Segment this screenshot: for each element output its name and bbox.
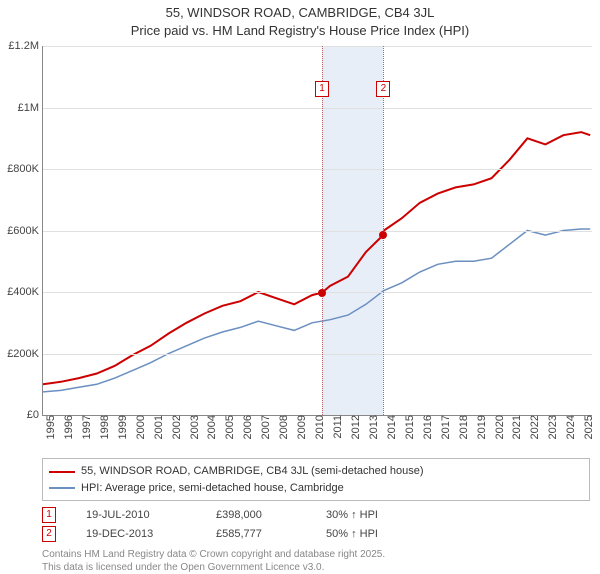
x-axis-label: 2023: [545, 415, 559, 439]
chart-title: 55, WINDSOR ROAD, CAMBRIDGE, CB4 3JL Pri…: [0, 4, 600, 40]
x-axis-label: 2009: [294, 415, 308, 439]
legend-label: 55, WINDSOR ROAD, CAMBRIDGE, CB4 3JL (se…: [81, 463, 424, 480]
sale-row: 1 19-JUL-2010 £398,000 30% ↑ HPI: [42, 507, 590, 523]
x-axis-label: 2012: [348, 415, 362, 439]
gridline-h: [43, 108, 592, 109]
x-axis-label: 2000: [133, 415, 147, 439]
legend-label: HPI: Average price, semi-detached house,…: [81, 480, 344, 497]
legend-swatch: [49, 471, 75, 473]
x-axis-label: 2001: [151, 415, 165, 439]
gridline-h: [43, 231, 592, 232]
sale-date: 19-DEC-2013: [86, 528, 186, 540]
sale-row: 2 19-DEC-2013 £585,777 50% ↑ HPI: [42, 526, 590, 542]
title-line-1: 55, WINDSOR ROAD, CAMBRIDGE, CB4 3JL: [0, 4, 600, 22]
sale-dot-2: [379, 231, 387, 239]
x-axis-label: 2004: [204, 415, 218, 439]
x-axis-label: 2013: [366, 415, 380, 439]
x-axis-label: 2015: [402, 415, 416, 439]
x-axis-label: 2018: [456, 415, 470, 439]
gridline-h: [43, 46, 592, 47]
sale-delta: 30% ↑ HPI: [326, 509, 378, 521]
x-axis-label: 1996: [61, 415, 75, 439]
legend-item: HPI: Average price, semi-detached house,…: [49, 480, 583, 497]
sale-marker-1: 1: [315, 81, 329, 97]
title-line-2: Price paid vs. HM Land Registry's House …: [0, 22, 600, 40]
band-edge: [322, 46, 323, 415]
x-axis-label: 2019: [474, 415, 488, 439]
x-axis-label: 2020: [492, 415, 506, 439]
legend-item: 55, WINDSOR ROAD, CAMBRIDGE, CB4 3JL (se…: [49, 463, 583, 480]
sale-dot-1: [318, 289, 326, 297]
gridline-h: [43, 169, 592, 170]
x-axis-label: 2022: [527, 415, 541, 439]
gridline-h: [43, 354, 592, 355]
x-axis-label: 2021: [509, 415, 523, 439]
sale-marker-2: 2: [376, 81, 390, 97]
y-axis-label: £200K: [7, 348, 43, 360]
y-axis-label: £600K: [7, 225, 43, 237]
sale-delta: 50% ↑ HPI: [326, 528, 378, 540]
sale-row-marker: 1: [42, 507, 56, 523]
series-hpi: [43, 229, 590, 392]
footer-line-2: This data is licensed under the Open Gov…: [42, 561, 590, 574]
sale-row-marker: 2: [42, 526, 56, 542]
x-axis-label: 2011: [330, 415, 344, 439]
x-axis-label: 2016: [420, 415, 434, 439]
sale-price: £398,000: [216, 509, 296, 521]
y-axis-label: £1M: [18, 102, 43, 114]
x-axis-label: 2024: [563, 415, 577, 439]
x-axis-label: 2006: [240, 415, 254, 439]
x-axis-label: 2007: [258, 415, 272, 439]
y-axis-label: £400K: [7, 286, 43, 298]
x-axis-label: 2017: [438, 415, 452, 439]
sale-date: 19-JUL-2010: [86, 509, 186, 521]
footer-line-1: Contains HM Land Registry data © Crown c…: [42, 548, 590, 561]
x-axis-label: 1995: [43, 415, 57, 439]
x-axis-label: 2005: [222, 415, 236, 439]
chart-plot-area: £0£200K£400K£600K£800K£1M£1.2M1995199619…: [42, 46, 592, 416]
chart-wrap: £0£200K£400K£600K£800K£1M£1.2M1995199619…: [42, 46, 592, 416]
y-axis-label: £1.2M: [8, 40, 43, 52]
x-axis-label: 1997: [79, 415, 93, 439]
y-axis-label: £800K: [7, 163, 43, 175]
x-axis-label: 1998: [97, 415, 111, 439]
x-axis-label: 2008: [276, 415, 290, 439]
sale-price: £585,777: [216, 528, 296, 540]
x-axis-label: 2025: [581, 415, 595, 439]
x-axis-label: 2002: [169, 415, 183, 439]
chart-container: 55, WINDSOR ROAD, CAMBRIDGE, CB4 3JL Pri…: [0, 4, 600, 564]
legend-swatch: [49, 487, 75, 489]
x-axis-label: 2010: [312, 415, 326, 439]
x-axis-label: 2014: [384, 415, 398, 439]
y-axis-label: £0: [27, 409, 43, 421]
legend: 55, WINDSOR ROAD, CAMBRIDGE, CB4 3JL (se…: [42, 458, 590, 501]
footer: Contains HM Land Registry data © Crown c…: [42, 548, 590, 574]
x-axis-label: 2003: [187, 415, 201, 439]
sales-list: 1 19-JUL-2010 £398,000 30% ↑ HPI 2 19-DEC-201…: [42, 507, 590, 542]
x-axis-label: 1999: [115, 415, 129, 439]
